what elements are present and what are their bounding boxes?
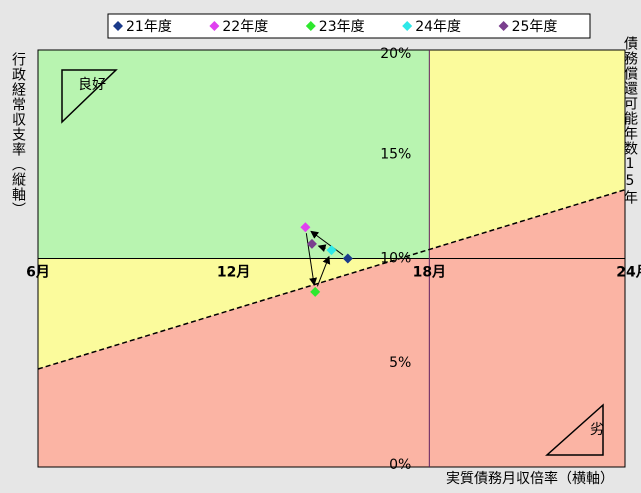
legend-marker bbox=[402, 21, 413, 31]
data-point bbox=[310, 286, 321, 297]
threshold-line bbox=[37, 188, 626, 370]
annotation: 良好 bbox=[78, 77, 106, 93]
annotation: 劣 bbox=[590, 422, 604, 438]
x-tick-label: 24月 bbox=[616, 265, 641, 281]
x-tick-label: 12月 bbox=[217, 265, 250, 281]
bad-icon bbox=[545, 403, 604, 456]
legend-marker bbox=[305, 21, 316, 31]
legend-label: 22年度 bbox=[222, 19, 268, 35]
legend-marker bbox=[498, 21, 509, 31]
y-tick-label: 20% bbox=[380, 46, 411, 62]
y2-axis-label: 債務償還可能年数15年 bbox=[622, 36, 638, 205]
legend-marker bbox=[209, 21, 220, 31]
x-axis-label: 実質債務月収倍率（横軸） bbox=[446, 470, 614, 487]
legend-box bbox=[107, 13, 591, 39]
trend-arrow bbox=[317, 244, 327, 252]
y-tick-label: 15% bbox=[380, 146, 411, 162]
y-axis-label: 行政経常収支率（縦軸） bbox=[10, 52, 26, 217]
legend-marker bbox=[113, 21, 123, 31]
x-label-bg bbox=[426, 468, 640, 492]
legend-label: 25年度 bbox=[512, 19, 558, 35]
legend-label: 24年度 bbox=[415, 19, 461, 35]
y-tick-label: 10% bbox=[380, 251, 411, 267]
trend-arrow bbox=[310, 230, 344, 256]
trend-arrow bbox=[316, 255, 331, 287]
trend-arrow bbox=[305, 233, 318, 286]
data-point bbox=[326, 245, 337, 256]
x-tick-label: 6月 bbox=[26, 265, 50, 281]
legend-label: 23年度 bbox=[319, 19, 365, 35]
data-point bbox=[342, 253, 353, 264]
good-icon bbox=[61, 69, 118, 124]
data-point bbox=[300, 222, 311, 233]
data-point bbox=[306, 238, 317, 249]
y-tick-label: 0% bbox=[389, 457, 411, 473]
x-tick-label: 18月 bbox=[413, 265, 446, 281]
region-good bbox=[38, 50, 430, 259]
y-tick-label: 5% bbox=[389, 355, 411, 371]
legend-label: 21年度 bbox=[126, 19, 172, 35]
